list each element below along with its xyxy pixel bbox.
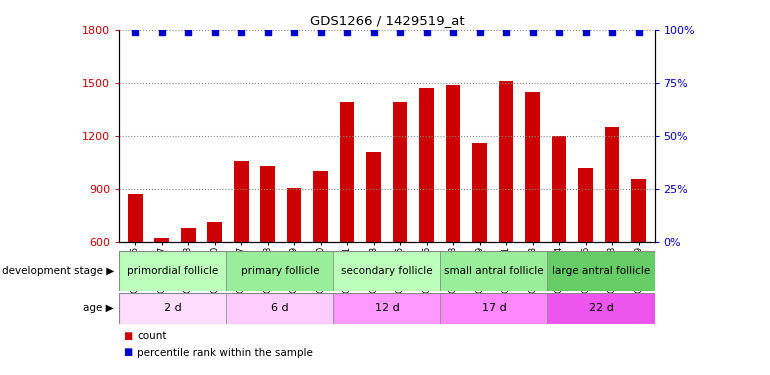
Text: 12 d: 12 d <box>374 303 400 313</box>
Text: 17 d: 17 d <box>481 303 507 313</box>
Bar <box>420 88 434 242</box>
Text: development stage ▶: development stage ▶ <box>2 266 114 276</box>
Bar <box>631 179 646 242</box>
Title: GDS1266 / 1429519_at: GDS1266 / 1429519_at <box>310 15 464 27</box>
Text: primordial follicle: primordial follicle <box>127 266 219 276</box>
Bar <box>181 228 196 242</box>
Bar <box>226 251 333 291</box>
Bar <box>393 102 407 242</box>
Text: percentile rank within the sample: percentile rank within the sample <box>137 348 313 357</box>
Bar <box>367 152 381 242</box>
Text: ■: ■ <box>123 348 132 357</box>
Bar <box>260 166 275 242</box>
Bar <box>234 160 249 242</box>
Text: ■: ■ <box>123 331 132 340</box>
Bar <box>552 136 567 242</box>
Bar <box>472 143 487 242</box>
Bar <box>287 188 302 242</box>
Bar <box>547 292 654 324</box>
Text: primary follicle: primary follicle <box>241 266 319 276</box>
Bar <box>128 194 142 242</box>
Bar <box>333 251 440 291</box>
Bar <box>440 292 547 324</box>
Bar <box>525 92 540 242</box>
Bar <box>604 127 619 242</box>
Bar <box>155 238 169 242</box>
Bar <box>446 85 460 242</box>
Text: secondary follicle: secondary follicle <box>341 266 433 276</box>
Bar <box>340 102 354 242</box>
Text: 22 d: 22 d <box>588 303 614 313</box>
Bar <box>119 292 226 324</box>
Bar <box>499 81 514 242</box>
Bar <box>313 171 328 242</box>
Bar <box>333 292 440 324</box>
Text: age ▶: age ▶ <box>83 303 114 313</box>
Text: small antral follicle: small antral follicle <box>444 266 544 276</box>
Bar <box>207 222 222 242</box>
Text: 2 d: 2 d <box>164 303 182 313</box>
Text: 6 d: 6 d <box>271 303 289 313</box>
Text: count: count <box>137 331 166 340</box>
Bar <box>547 251 654 291</box>
Bar <box>119 251 226 291</box>
Bar <box>440 251 547 291</box>
Bar <box>226 292 333 324</box>
Bar <box>578 168 593 242</box>
Text: large antral follicle: large antral follicle <box>552 266 650 276</box>
